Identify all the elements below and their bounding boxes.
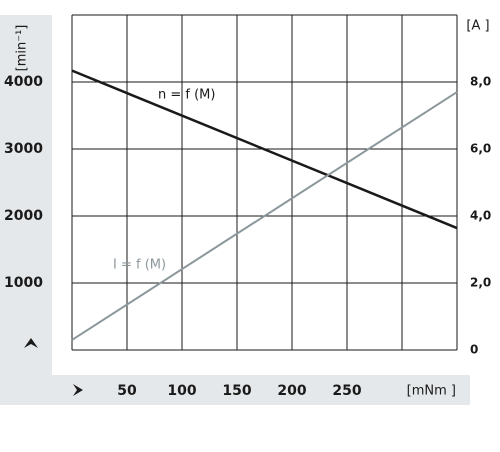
y2-tick-label: 0 xyxy=(470,343,478,357)
x-tick-label: 50 xyxy=(117,383,137,399)
x-tick-label: 150 xyxy=(222,383,251,399)
axis-band xyxy=(0,15,470,405)
y2-tick-label: 2,0 xyxy=(470,276,491,290)
y-tick-label: 1000 xyxy=(4,275,43,291)
series-label: I = f (M) xyxy=(113,258,166,273)
y-tick-label: 3000 xyxy=(4,141,43,157)
line-series xyxy=(71,69,458,230)
line-series xyxy=(71,91,458,341)
x-tick-label: 200 xyxy=(277,383,306,399)
y-tick-label: 4000 xyxy=(4,74,43,90)
series-label: n = f (M) xyxy=(158,88,215,103)
x-arrow xyxy=(73,384,83,396)
x-axis-label: [mNm ] xyxy=(407,384,456,399)
y2-tick-label: 4,0 xyxy=(470,209,491,223)
y-tick-label: 2000 xyxy=(4,208,43,224)
x-tick-label: 100 xyxy=(167,383,196,399)
x-tick-label: 250 xyxy=(332,383,361,399)
y2-tick-label: 6,0 xyxy=(470,142,491,156)
y2-tick-label: 8,0 xyxy=(470,75,491,89)
y-arrow xyxy=(24,338,38,348)
y-axis-label: [min⁻¹] xyxy=(15,25,30,72)
y2-axis-label: [A ] xyxy=(466,19,489,34)
